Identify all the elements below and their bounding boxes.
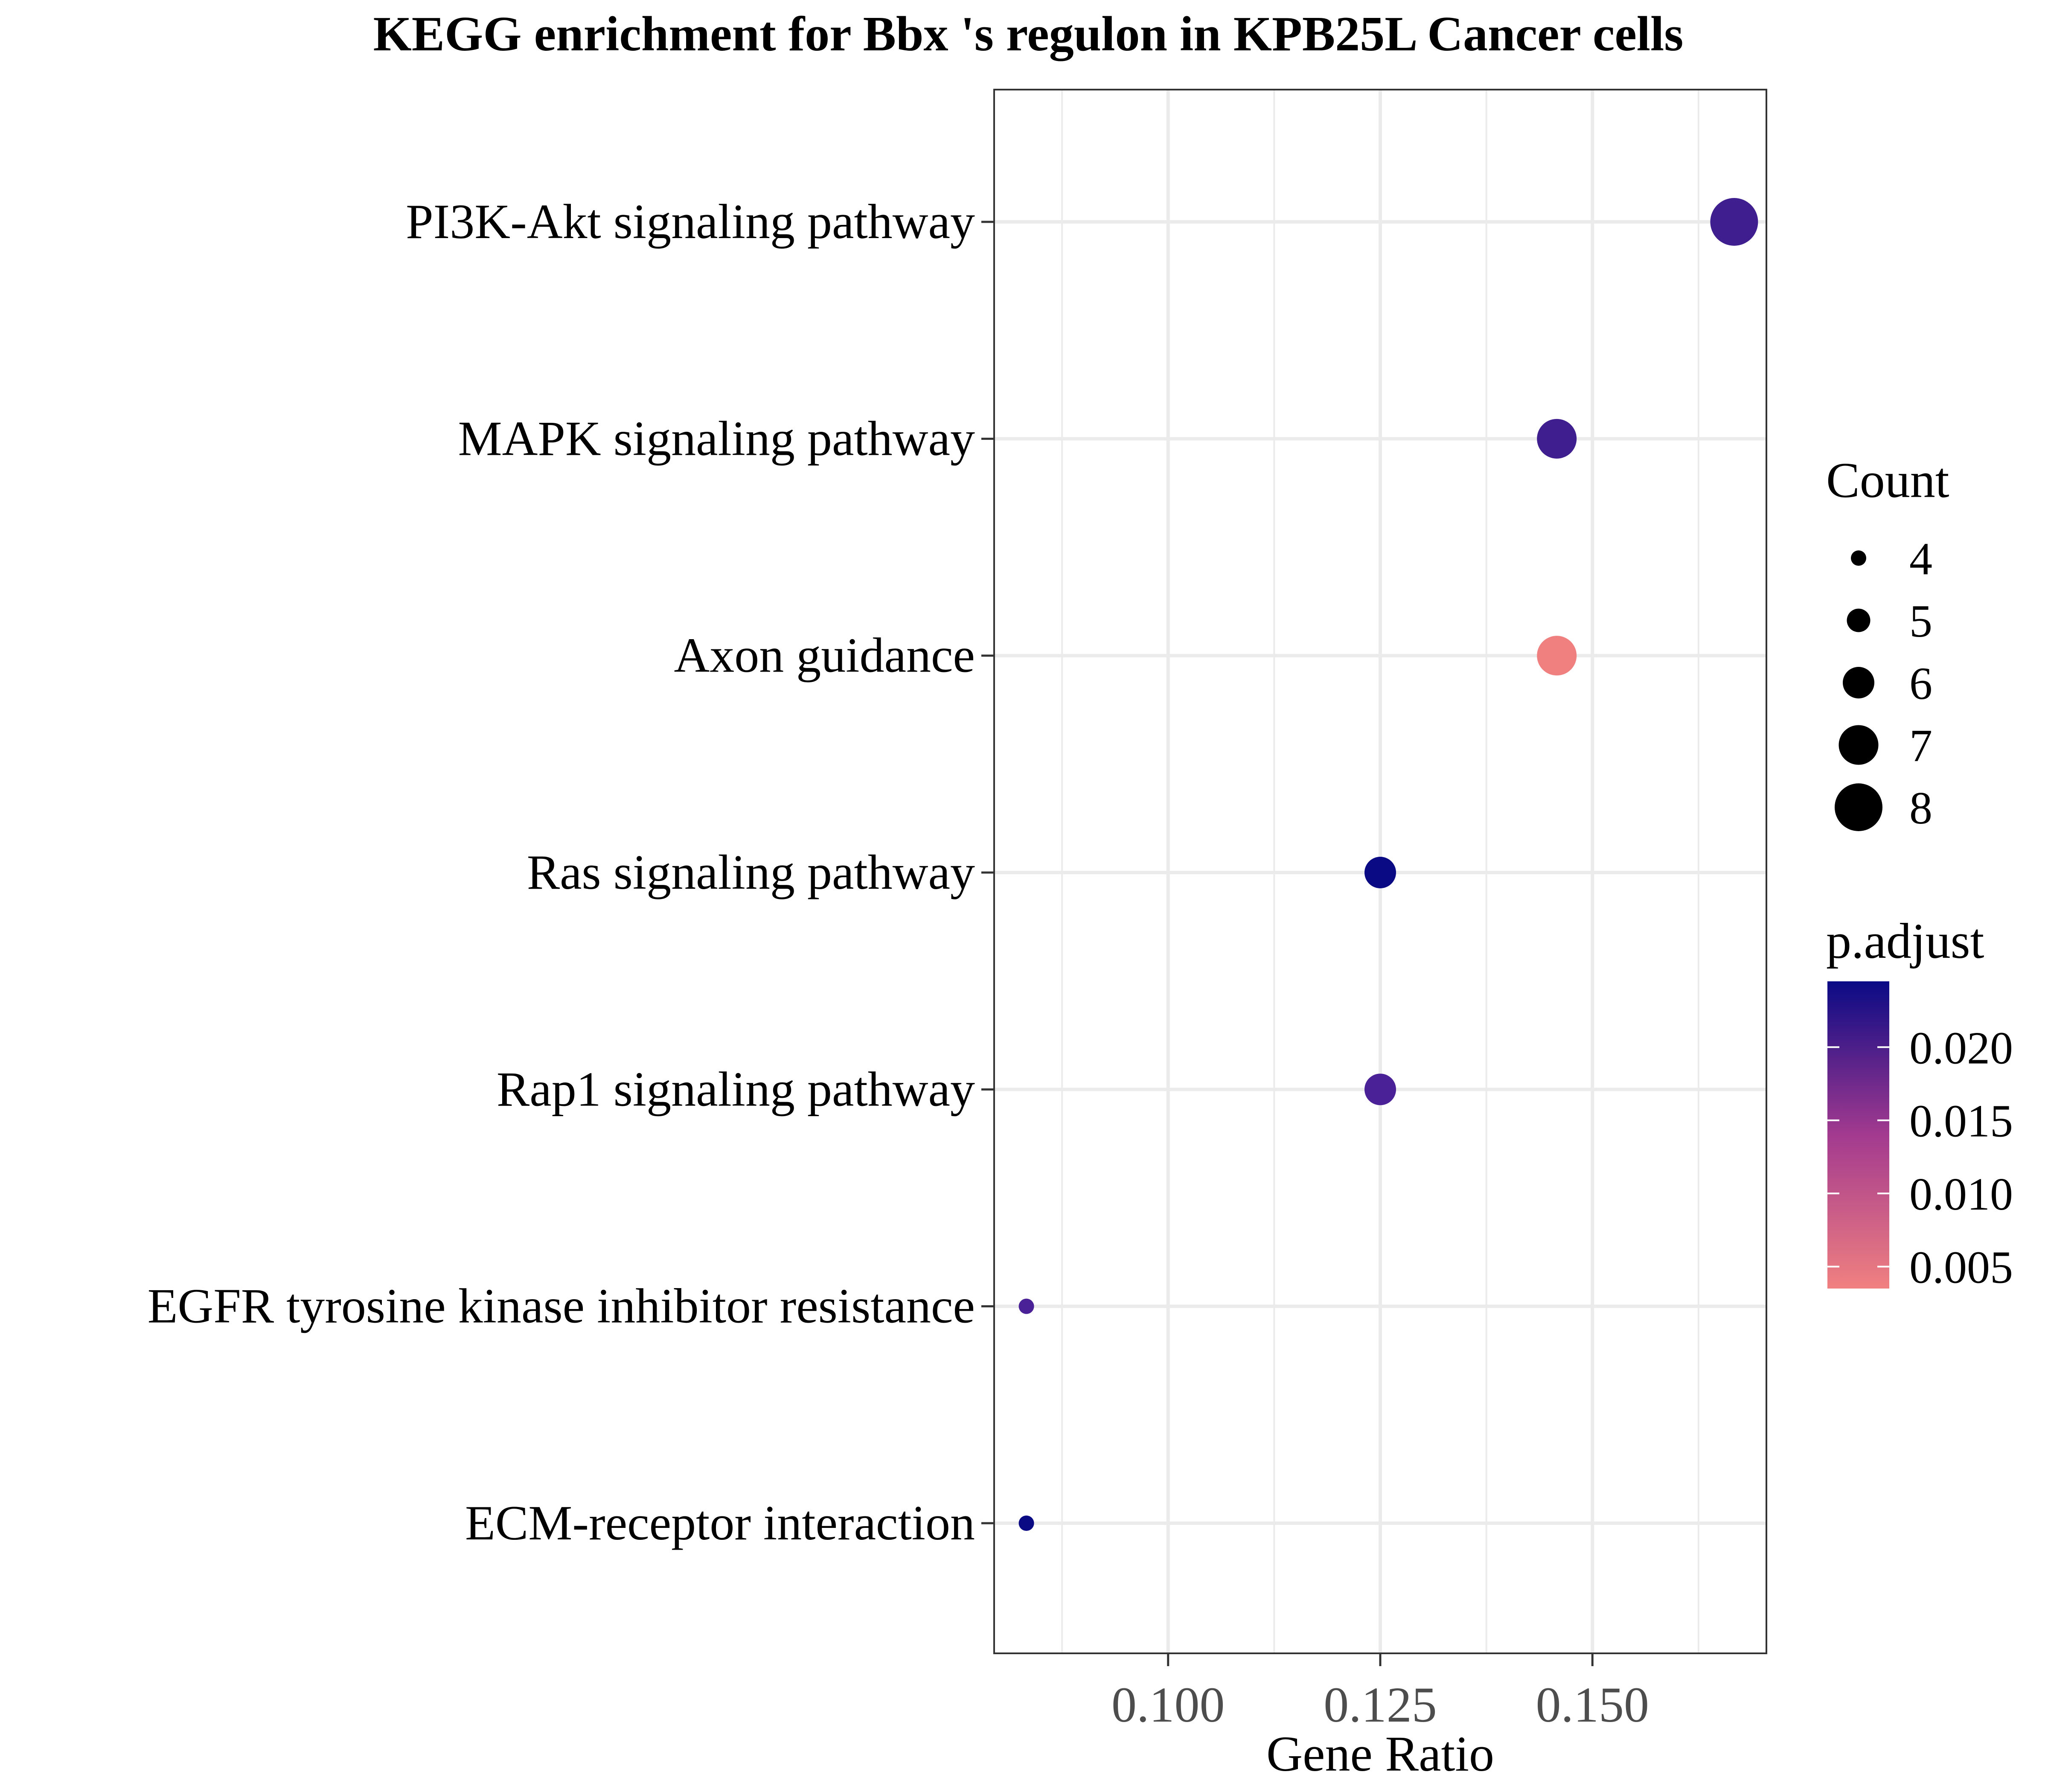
size-legend-key	[1843, 667, 1874, 698]
size-legend: Count 4 5 6 7 8	[1826, 452, 1949, 834]
x-tick-label: 0.100	[1111, 1677, 1225, 1733]
y-axis: PI3K-Akt signaling pathway MAPK signaling…	[148, 195, 994, 1551]
size-legend-key	[1847, 608, 1871, 632]
size-legend-label: 4	[1909, 534, 1932, 585]
x-tick-label: 0.125	[1324, 1677, 1437, 1733]
data-point	[1364, 857, 1396, 888]
color-legend-label: 0.020	[1909, 1023, 2013, 1073]
y-tick-label: ECM-receptor interaction	[465, 1496, 975, 1551]
color-legend-bar	[1827, 981, 1889, 1289]
y-tick-label: Rap1 signaling pathway	[497, 1062, 975, 1117]
y-tick-label: Axon guidance	[674, 628, 975, 683]
size-legend-key	[1851, 550, 1866, 566]
data-point	[1018, 1298, 1034, 1314]
data-point	[1537, 636, 1577, 676]
color-legend-title: p.adjust	[1826, 913, 1984, 969]
y-tick-label: EGFR tyrosine kinase inhibitor resistanc…	[148, 1279, 975, 1334]
y-tick-label: MAPK signaling pathway	[458, 411, 975, 466]
size-legend-label: 5	[1909, 596, 1932, 647]
x-axis: 0.100 0.125 0.150	[1111, 1653, 1649, 1733]
size-legend-title: Count	[1826, 452, 1949, 508]
size-legend-label: 7	[1909, 721, 1932, 771]
data-point	[1364, 1073, 1396, 1105]
y-tick-label: Ras signaling pathway	[527, 845, 975, 900]
data-point	[1710, 198, 1758, 246]
color-legend-label: 0.005	[1909, 1242, 2013, 1293]
size-legend-key	[1839, 725, 1879, 765]
size-legend-label: 8	[1909, 783, 1932, 834]
size-legend-key	[1835, 783, 1882, 831]
x-tick-label: 0.150	[1536, 1677, 1649, 1733]
chart-title: KEGG enrichment for Bbx 's regulon in KP…	[373, 7, 1684, 61]
data-point	[1018, 1516, 1034, 1531]
color-legend-label: 0.015	[1909, 1096, 2013, 1147]
size-legend-label: 6	[1909, 658, 1932, 709]
data-point	[1537, 419, 1577, 459]
color-legend: p.adjust 0.005 0.010 0.015 0.020	[1826, 913, 2013, 1293]
x-axis-title: Gene Ratio	[1266, 1726, 1494, 1782]
data-points	[1018, 198, 1758, 1531]
color-legend-label: 0.010	[1909, 1169, 2013, 1220]
y-tick-label: PI3K-Akt signaling pathway	[406, 195, 975, 249]
